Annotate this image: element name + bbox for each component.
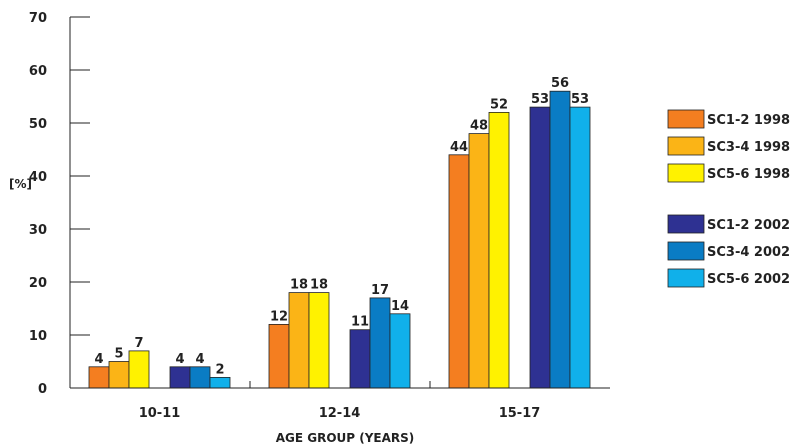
- bar: [549, 90, 571, 389]
- bars: [88, 90, 591, 389]
- bar: [468, 133, 490, 389]
- legend-label: SC3-4 1998: [707, 140, 790, 155]
- legend-swatch: [667, 214, 705, 234]
- y-tick-label: 0: [38, 382, 47, 397]
- y-axis-label: [%]: [9, 177, 32, 191]
- bar: [189, 366, 211, 389]
- bar: [349, 329, 371, 389]
- data-label: 7: [134, 336, 143, 351]
- legend: SC1-2 1998 SC3-4 1998 SC5-6 1998 SC1-2 2002…: [667, 109, 790, 288]
- bar: [389, 313, 411, 389]
- bar: [308, 292, 330, 389]
- data-label: 5: [114, 347, 123, 362]
- data-label: 14: [391, 299, 409, 314]
- bar: [569, 106, 591, 389]
- bar: [268, 323, 290, 389]
- data-label: 11: [351, 315, 369, 330]
- legend-swatch: [667, 268, 705, 288]
- y-axis-ticks: 0 10 20 30 40 50 60 70: [29, 11, 90, 397]
- data-label: 4: [94, 352, 103, 367]
- data-label: 17: [371, 283, 389, 298]
- legend-swatch: [667, 109, 705, 129]
- bar: [169, 366, 191, 389]
- x-tick-label: 12-14: [319, 406, 361, 421]
- x-axis-label: AGE GROUP (YEARS): [276, 431, 415, 445]
- legend-label: SC3-4 2002: [707, 245, 790, 260]
- y-tick-label: 60: [29, 64, 47, 79]
- y-tick-label: 50: [29, 117, 47, 132]
- data-label: 18: [310, 278, 328, 293]
- legend-swatch: [667, 136, 705, 156]
- legend-label: SC1-2 2002: [707, 218, 790, 233]
- legend-label: SC1-2 1998: [707, 113, 790, 128]
- data-label: 4: [175, 352, 184, 367]
- bar: [529, 106, 551, 389]
- legend-label: SC5-6 1998: [707, 167, 790, 182]
- data-label: 53: [531, 92, 549, 107]
- axes: [69, 17, 610, 389]
- legend-swatch: [667, 163, 705, 183]
- bar: [288, 292, 310, 389]
- y-tick-label: 20: [29, 276, 47, 291]
- data-label: 52: [490, 97, 508, 112]
- bar: [448, 154, 470, 389]
- bar: [108, 361, 130, 389]
- data-label: 12: [270, 309, 288, 324]
- data-label: 53: [571, 92, 589, 107]
- bar: [209, 376, 231, 389]
- y-tick-label: 70: [29, 11, 47, 26]
- bar: [488, 112, 510, 389]
- x-axis-ticks: 10-11 12-14 15-17: [139, 381, 541, 421]
- data-label: 4: [195, 352, 204, 367]
- data-label: 48: [470, 119, 488, 134]
- y-tick-label: 40: [29, 170, 47, 185]
- data-label: 18: [290, 278, 308, 293]
- y-tick-label: 30: [29, 223, 47, 238]
- bar: [128, 350, 150, 389]
- y-tick-label: 10: [29, 329, 47, 344]
- data-label: 44: [450, 140, 468, 155]
- legend-label: SC5-6 2002: [707, 272, 790, 287]
- data-label: 56: [551, 76, 569, 91]
- x-tick-label: 15-17: [499, 406, 541, 421]
- legend-swatch: [667, 241, 705, 261]
- data-label: 2: [215, 362, 224, 377]
- bar: [88, 366, 110, 389]
- bar: [369, 297, 391, 389]
- x-tick-label: 10-11: [139, 406, 181, 421]
